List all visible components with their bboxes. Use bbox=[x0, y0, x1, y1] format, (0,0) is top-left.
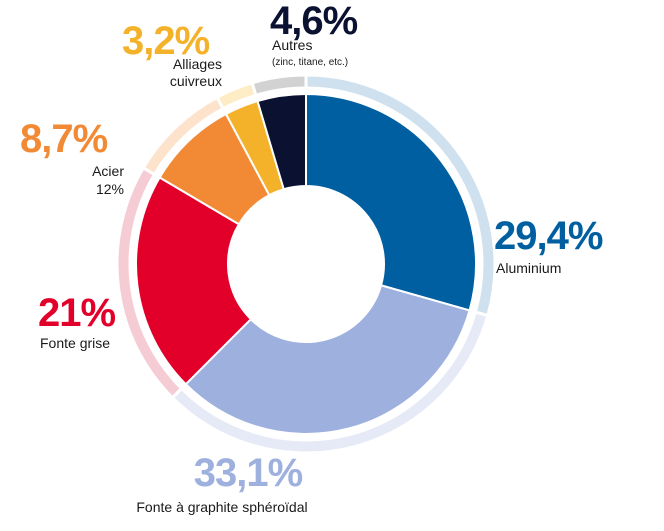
label-alliages-line1: Alliages bbox=[173, 56, 222, 72]
slices bbox=[135, 92, 477, 435]
label-aluminium: Aluminium bbox=[496, 260, 561, 276]
pct-fonte-graphite: 33,1% bbox=[194, 451, 303, 495]
donut-hole bbox=[228, 186, 384, 342]
halo-autres bbox=[250, 73, 308, 98]
label-alliages-line2: cuivreux bbox=[170, 73, 222, 89]
note-autres: (zinc, titane, etc.) bbox=[272, 57, 348, 68]
pct-autres: 4,6% bbox=[270, 0, 358, 43]
halo-ring bbox=[115, 73, 497, 455]
pct-acier: 8,7% bbox=[20, 117, 108, 161]
label-fonte-grise: Fonte grise bbox=[40, 335, 110, 351]
pct-aluminium: 29,4% bbox=[494, 214, 603, 258]
pct-fonte-grise: 21% bbox=[38, 291, 115, 335]
pct-alliages: 3,2% bbox=[122, 19, 210, 63]
note-acier: 12% bbox=[96, 181, 124, 197]
label-autres: Autres bbox=[272, 37, 312, 53]
label-acier: Acier bbox=[92, 163, 124, 179]
label-fonte-graphite: Fonte à graphite sphéroïdal bbox=[136, 499, 307, 515]
